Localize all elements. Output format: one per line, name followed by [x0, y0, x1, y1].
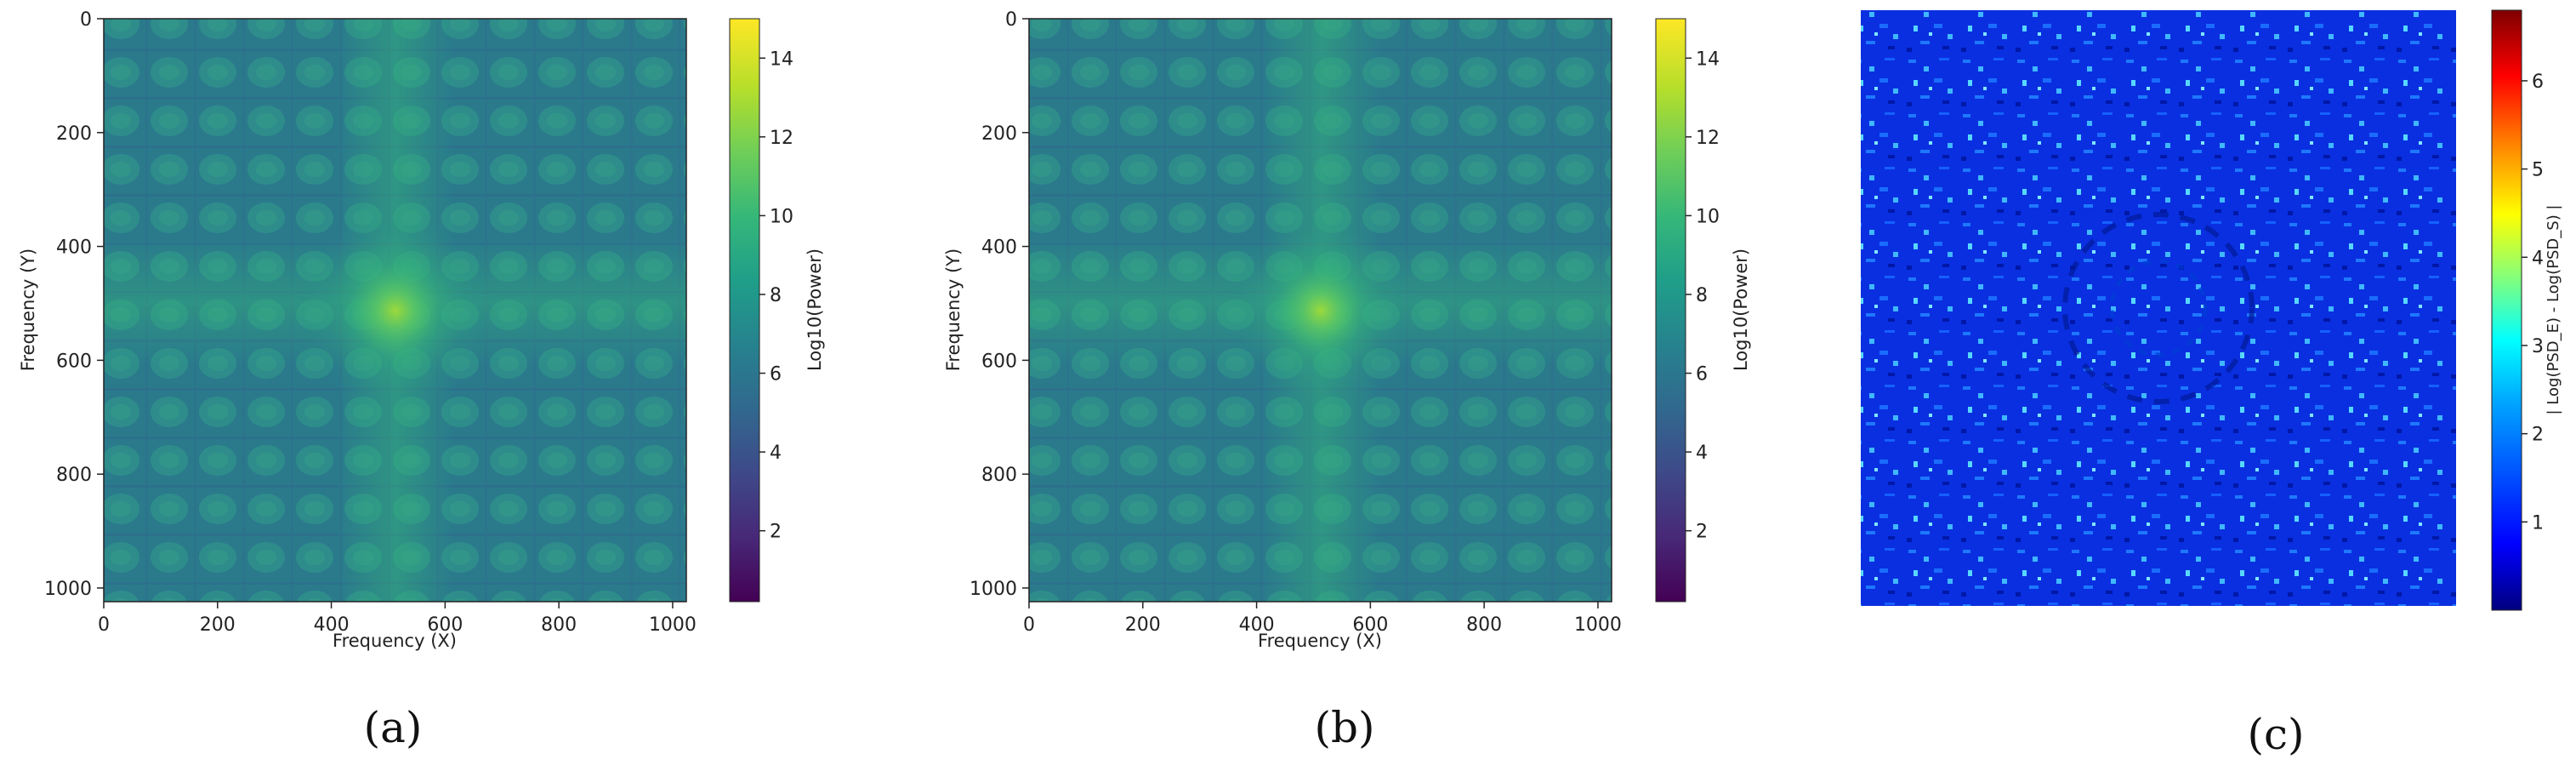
- colorbar-a: [729, 18, 760, 603]
- colorbar-tick-label: 3: [2532, 336, 2544, 357]
- heatmap-b-peak: [1223, 213, 1419, 408]
- ytick-label: 400: [56, 237, 92, 259]
- ytick-label: 200: [981, 123, 1017, 145]
- ylabel-b: Frequency (Y): [943, 248, 964, 371]
- xtick-label: 0: [98, 614, 110, 636]
- xtick-label: 600: [1352, 614, 1388, 636]
- xtick-label: 800: [541, 614, 577, 636]
- caption-c: (c): [2247, 710, 2304, 759]
- colorbar-tick-label: 6: [1696, 364, 1708, 386]
- panel-a: 0 200 400 600 800 1000 0 200 400 600 800 1000 Frequ…: [18, 9, 825, 752]
- colorbar-tick-label: 8: [770, 285, 782, 306]
- xtick-label: 1000: [649, 614, 697, 636]
- ytick-label: 400: [981, 237, 1017, 259]
- xtick-label: 200: [200, 614, 236, 636]
- ytick-label: 600: [981, 351, 1017, 372]
- colorbar-tick-label: 14: [770, 49, 793, 70]
- colorbar-tick-label: 2: [1696, 522, 1708, 543]
- ytick-label: 800: [56, 465, 92, 486]
- plot-frame-b: [1028, 18, 1612, 603]
- colorbar-tick-label: 10: [1696, 206, 1720, 227]
- colorbar-label-c: | Log(PSD_E) - Log(PSD_S) |: [2545, 205, 2562, 415]
- xtick-label: 800: [1466, 614, 1502, 636]
- colorbar-tick-label: 4: [2532, 248, 2544, 269]
- colorbar-c: [2491, 9, 2522, 611]
- colorbar-label-b: Log10(Power): [1731, 248, 1751, 371]
- xlabel-b: Frequency (X): [1258, 631, 1382, 651]
- ticks-a: 0 200 400 600 800 1000 0 200 400 600 800 1000: [44, 9, 697, 636]
- ytick-label: 200: [56, 123, 92, 145]
- colorbar-label-a: Log10(Power): [805, 248, 825, 371]
- colorbar-tick-label: 14: [1696, 49, 1720, 70]
- panel-c: 1 2 3 4 5 6 | Log(PSD_E) - Log(PSD_S) | (c): [1861, 9, 2562, 759]
- colorbar-tick-label: 5: [2532, 160, 2544, 181]
- colorbar-tick-label: 12: [1696, 128, 1720, 149]
- caption-a: (a): [364, 703, 423, 752]
- ticks-b: 0 200 400 600 800 1000 0 200 400 600 800 1000: [970, 9, 1622, 636]
- caption-b: (b): [1314, 703, 1374, 752]
- colorbar-b: [1655, 18, 1686, 603]
- colorbar-tick-label: 1: [2532, 512, 2544, 534]
- colorbar-tick-label: 6: [770, 364, 782, 386]
- panel-b: 0 200 400 600 800 1000 0 200 400 600 800 1000 Frequ…: [943, 9, 1751, 752]
- colorbar-tick-label: 10: [770, 206, 793, 227]
- heatmap-c: [1861, 10, 2456, 606]
- colorbar-ticks-a: 2 4 6 8 10 12 14: [759, 49, 793, 543]
- colorbar-tick-label: 4: [770, 443, 782, 464]
- ytick-label: 0: [80, 9, 92, 31]
- colorbar-tick-label: 6: [2532, 71, 2544, 93]
- xtick-label: 0: [1023, 614, 1035, 636]
- xlabel-a: Frequency (X): [333, 631, 457, 651]
- colorbar-tick-label: 2: [770, 522, 782, 543]
- ytick-label: 0: [1005, 9, 1017, 31]
- xtick-label: 1000: [1574, 614, 1622, 636]
- xtick-label: 400: [314, 614, 350, 636]
- colorbar-ticks-c: 1 2 3 4 5 6: [2522, 71, 2544, 534]
- ytick-label: 600: [56, 351, 92, 372]
- xtick-label: 200: [1125, 614, 1161, 636]
- colorbar-ticks-b: 2 4 6 8 10 12 14: [1686, 49, 1720, 543]
- heatmap-c-ring: [2062, 212, 2255, 404]
- heatmap-a-peak: [293, 208, 498, 413]
- ytick-label: 1000: [970, 579, 1017, 600]
- ylabel-a: Frequency (Y): [18, 248, 38, 371]
- colorbar-tick-label: 12: [770, 128, 793, 149]
- ytick-label: 1000: [44, 579, 92, 600]
- colorbar-tick-label: 4: [1696, 443, 1708, 464]
- ytick-label: 800: [981, 465, 1017, 486]
- heatmap-c-ring-inner: [2109, 259, 2208, 357]
- xtick-label: 400: [1239, 614, 1275, 636]
- xtick-label: 600: [427, 614, 463, 636]
- plot-frame-a: [103, 18, 687, 603]
- colorbar-tick-label: 2: [2532, 425, 2544, 446]
- colorbar-tick-label: 8: [1696, 285, 1708, 306]
